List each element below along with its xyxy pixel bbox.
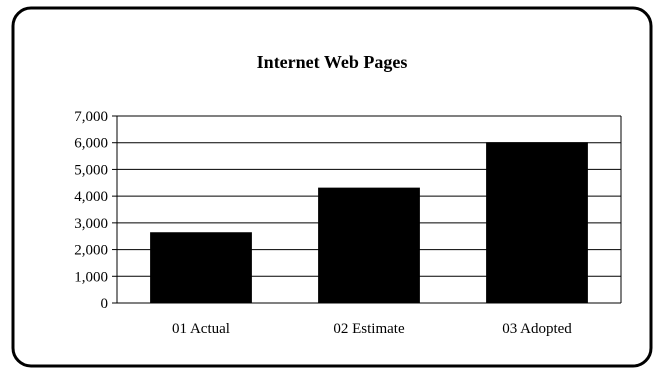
y-tick-label: 4,000	[74, 189, 108, 205]
y-tick-label: 2,000	[74, 243, 108, 259]
x-tick-label: 02 Estimate	[333, 321, 405, 337]
chart-title: Internet Web Pages	[257, 52, 408, 72]
y-tick-label: 3,000	[74, 216, 108, 232]
bar	[486, 142, 588, 304]
y-tick-label: 6,000	[74, 136, 108, 152]
y-tick-labels: 0 1,000 2,000 3,000 4,000 5,000 6,000 7,000	[74, 109, 108, 312]
axes	[112, 115, 622, 304]
y-tick-label: 5,000	[74, 162, 108, 178]
bar	[150, 232, 252, 304]
x-tick-label: 03 Adopted	[502, 321, 572, 337]
y-tick-label: 7,000	[74, 109, 108, 125]
y-tick-label: 1,000	[74, 269, 108, 285]
y-tick-label: 0	[101, 296, 109, 312]
x-tick-label: 01 Actual	[172, 321, 230, 337]
x-tick-labels: 01 Actual 02 Estimate 03 Adopted	[172, 321, 572, 337]
bar	[318, 187, 420, 304]
